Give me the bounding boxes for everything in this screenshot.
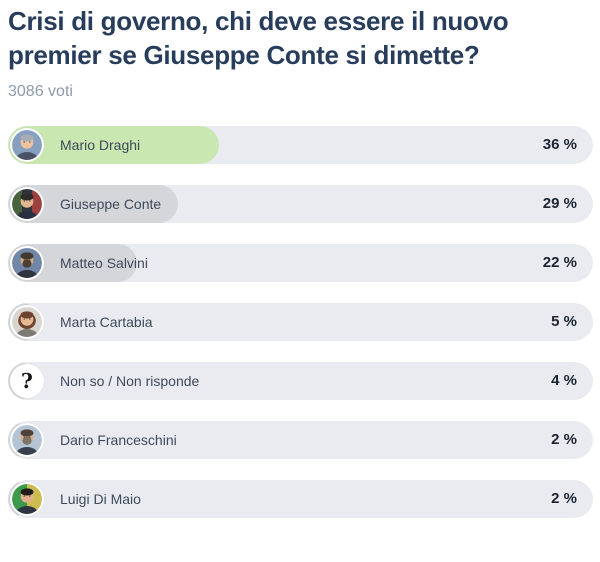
result-percentage: 36 % [542, 136, 577, 153]
candidate-avatar-icon [10, 423, 44, 457]
result-percentage: 2 % [551, 431, 577, 448]
candidate-name: Non so / Non risponde [60, 373, 200, 389]
candidate-name: Marta Cartabia [60, 314, 153, 330]
candidate-name: Luigi Di Maio [60, 491, 141, 507]
result-percentage: 29 % [542, 195, 577, 212]
poll-option-row[interactable]: Matteo Salvini 22 % [8, 244, 593, 282]
result-percentage: 5 % [551, 313, 577, 330]
candidate-avatar-icon [10, 482, 44, 516]
poll-option-row[interactable]: ? Non so / Non risponde 4 % [8, 362, 593, 400]
candidate-name: Giuseppe Conte [60, 196, 162, 212]
candidate-name: Mario Draghi [60, 137, 141, 153]
poll-widget: Crisi di governo, chi deve essere il nuo… [8, 6, 593, 518]
result-percentage: 22 % [542, 254, 577, 271]
poll-option-row[interactable]: Luigi Di Maio 2 % [8, 480, 593, 518]
result-percentage: 2 % [551, 490, 577, 507]
candidate-name: Dario Franceschini [60, 432, 177, 448]
candidate-avatar-icon [10, 246, 44, 280]
poll-option-row[interactable]: Marta Cartabia 5 % [8, 303, 593, 341]
candidate-avatar-icon [10, 187, 44, 221]
poll-vote-count: 3086 voti [8, 83, 73, 100]
question-mark-icon: ? [10, 364, 44, 398]
poll-option-row[interactable]: Dario Franceschini 2 % [8, 421, 593, 459]
poll-question-title: Crisi di governo, chi deve essere il nuo… [8, 6, 509, 70]
poll-option-row[interactable]: Mario Draghi 36 % [8, 126, 593, 164]
poll-option-row[interactable]: Giuseppe Conte 29 % [8, 185, 593, 223]
candidate-avatar-icon [10, 305, 44, 339]
result-percentage: 4 % [551, 372, 577, 389]
candidate-avatar-icon [10, 128, 44, 162]
svg-text:?: ? [21, 369, 33, 393]
candidate-name: Matteo Salvini [60, 255, 148, 271]
poll-results-list: Mario Draghi 36 % Giuseppe Conte 29 % [8, 126, 593, 518]
